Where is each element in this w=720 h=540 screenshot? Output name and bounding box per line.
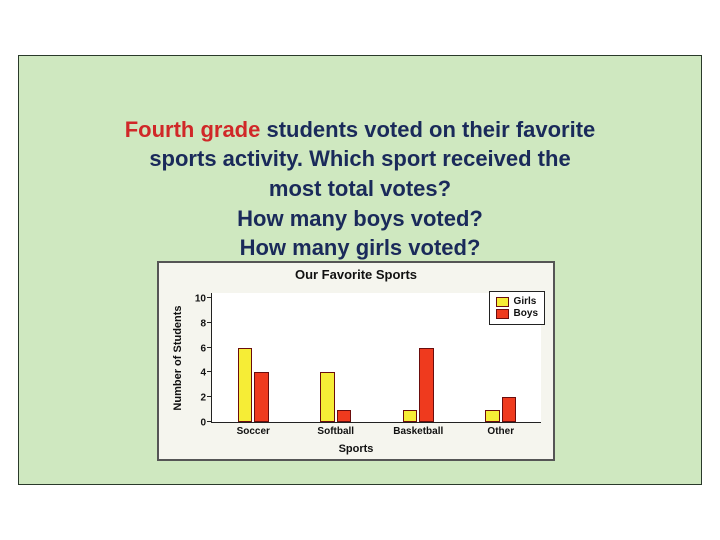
ytick-label: 6	[200, 343, 206, 354]
legend-item: Boys	[496, 308, 538, 319]
bar	[403, 410, 418, 422]
question-highlight: Fourth grade	[125, 117, 261, 142]
ytick-label: 2	[200, 393, 206, 404]
legend-item: Girls	[496, 296, 538, 307]
category-label: Other	[487, 426, 514, 437]
bar	[485, 410, 500, 422]
category-label: Soccer	[237, 426, 270, 437]
category-label: Basketball	[393, 426, 443, 437]
ytick-mark	[207, 421, 212, 422]
slide: Fourth grade students voted on their fav…	[0, 0, 720, 540]
ytick-mark	[207, 396, 212, 397]
legend-swatch	[496, 297, 509, 307]
ytick-mark	[207, 371, 212, 372]
ytick-label: 8	[200, 318, 206, 329]
chart-ylabel: Number of Students	[172, 293, 184, 423]
legend-label: Boys	[514, 308, 538, 319]
bar	[337, 410, 352, 422]
bar	[419, 348, 434, 422]
ytick-mark	[207, 322, 212, 323]
ytick-label: 10	[195, 294, 206, 305]
chart-legend: GirlsBoys	[489, 291, 545, 325]
question-text: Fourth grade students voted on their fav…	[0, 85, 720, 263]
ytick-mark	[207, 347, 212, 348]
legend-swatch	[496, 309, 509, 319]
chart-xlabel: Sports	[159, 443, 553, 455]
category-label: Softball	[317, 426, 354, 437]
legend-label: Girls	[514, 296, 537, 307]
bar	[502, 397, 517, 422]
bar	[320, 372, 335, 422]
bar	[254, 372, 269, 422]
ytick-label: 4	[200, 368, 206, 379]
ytick-label: 0	[200, 418, 206, 429]
ytick-mark	[207, 297, 212, 298]
chart-container: Our Favorite Sports Number of Students S…	[157, 261, 555, 461]
chart-title: Our Favorite Sports	[159, 267, 553, 282]
bar	[238, 348, 253, 422]
